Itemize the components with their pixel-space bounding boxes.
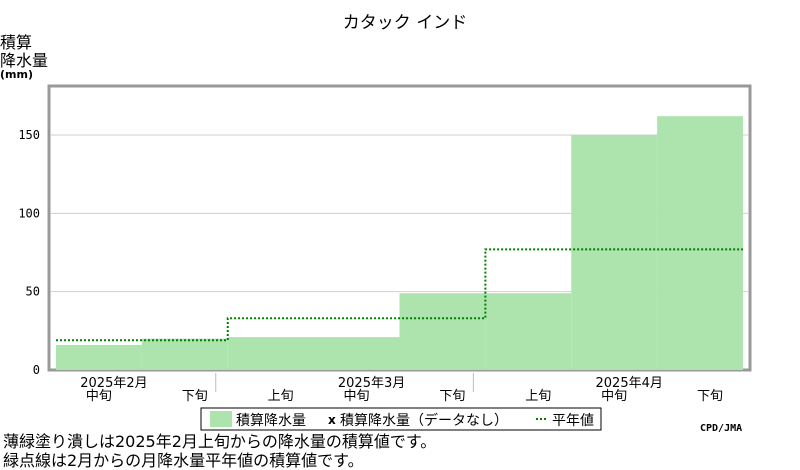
chart-title: カタック インド xyxy=(343,13,467,33)
x-tick-month: 2025年3月 xyxy=(338,376,405,391)
normal-step-line xyxy=(56,248,743,342)
accumulated-bar xyxy=(141,338,228,370)
legend-swatch-accumulated xyxy=(210,411,232,427)
credit: CPD/JMA xyxy=(700,423,742,434)
y-tick-label: 100 xyxy=(18,206,40,220)
normal-layer xyxy=(56,248,743,342)
y-tick-label: 0 xyxy=(33,363,40,377)
x-tick-dekad: 中旬 xyxy=(344,389,370,404)
y-tick-layer: 0 50 100 150 xyxy=(18,128,40,377)
legend-marker-x: x xyxy=(328,413,336,427)
y-tick-label: 50 xyxy=(26,285,40,299)
legend: 積算降水量 x 積算降水量（データなし） 平年値 xyxy=(200,407,602,431)
x-tick-dekad: 上旬 xyxy=(525,389,551,404)
x-tick-dekad: 下旬 xyxy=(697,389,723,404)
accumulated-bar xyxy=(56,344,142,370)
y-axis-label-line1: 積算 xyxy=(0,33,32,52)
y-axis-label-line2: 降水量 xyxy=(0,51,48,70)
note-line1: 薄緑塗り潰しは2025年2月上旬からの降水量の積算値です。 xyxy=(3,432,436,451)
x-tick-dekad: 中旬 xyxy=(601,389,627,404)
legend-label-normal: 平年値 xyxy=(552,413,594,429)
legend-label-nodata: 積算降水量（データなし） xyxy=(340,412,508,429)
x-tick-dekad: 下旬 xyxy=(439,389,465,404)
x-tick-month: 2025年2月 xyxy=(80,376,147,391)
legend-label-accumulated: 積算降水量 xyxy=(236,413,306,429)
legend-box xyxy=(200,407,602,431)
x-tick-month: 2025年4月 xyxy=(596,376,663,391)
area-layer xyxy=(56,116,743,370)
accumulated-bar xyxy=(657,116,743,370)
y-tick-label: 150 xyxy=(18,128,40,142)
accumulated-bar xyxy=(227,337,400,370)
y-axis-unit: (mm) xyxy=(0,68,33,81)
accumulated-bar xyxy=(399,293,486,370)
x-tick-dekad: 中旬 xyxy=(86,389,112,404)
x-tick-dekad: 上旬 xyxy=(268,389,294,404)
x-tick-dekad: 下旬 xyxy=(182,389,208,404)
note-line2: 緑点線は2月からの月降水量平年値の積算値です。 xyxy=(3,451,364,470)
accumulated-bar xyxy=(485,293,572,370)
accumulated-bar xyxy=(571,135,658,370)
